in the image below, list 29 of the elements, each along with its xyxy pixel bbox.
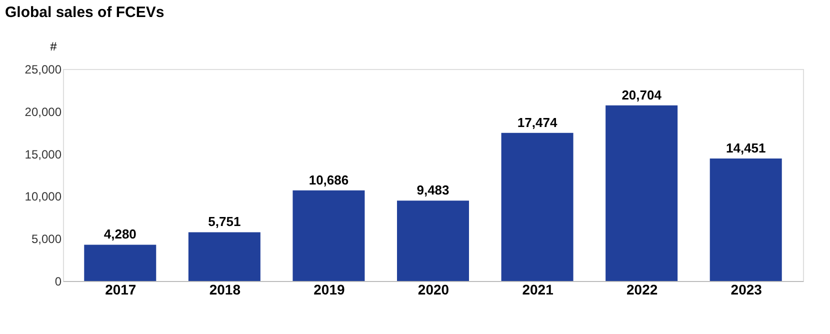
bar [710, 158, 782, 281]
y-tick-label: 15,000 [24, 147, 62, 162]
data-label: 10,686 [308, 172, 349, 188]
data-label: 4,280 [104, 226, 136, 242]
data-label: 20,704 [622, 87, 662, 102]
y-tick-label: 25,000 [24, 62, 62, 76]
y-tick-label: 10,000 [24, 190, 62, 204]
data-label: 5,751 [208, 214, 241, 230]
bar [501, 132, 574, 281]
data-label: 17,474 [517, 114, 558, 130]
bar [606, 105, 678, 281]
data-label: 14,451 [726, 140, 766, 156]
bar [188, 232, 260, 281]
y-axis-title: # [50, 40, 58, 54]
x-tick-label: 2020 [418, 282, 450, 298]
x-tick-label: 2023 [730, 282, 762, 298]
x-tick-label: 2022 [626, 282, 658, 298]
data-label: 9,483 [416, 182, 450, 198]
y-tick-label: 20,000 [24, 104, 62, 119]
bar [84, 244, 156, 281]
x-tick-label: 2019 [314, 282, 345, 298]
y-tick-label: 0 [54, 274, 62, 288]
x-tick-label: 2018 [209, 282, 241, 298]
y-tick-label: 5,000 [31, 232, 62, 246]
x-tick-label: 2017 [105, 282, 136, 298]
chart-title: Global sales of FCEVs [5, 4, 164, 21]
bar [292, 190, 365, 281]
bar [397, 200, 469, 281]
x-tick-label: 2021 [522, 282, 554, 298]
